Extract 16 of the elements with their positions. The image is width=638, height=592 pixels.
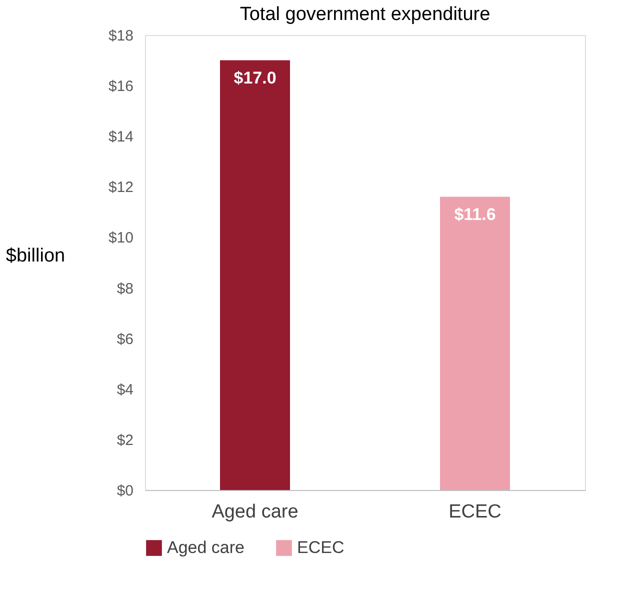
y-tick-label: $6	[116, 330, 134, 348]
y-tick-label: $12	[108, 179, 134, 196]
legend-label: ECEC	[297, 538, 344, 557]
legend-label: Aged care	[167, 538, 244, 557]
y-tick-label: $10	[108, 230, 134, 247]
chart-title: Total government expenditure	[240, 4, 490, 25]
y-tick-label: $14	[108, 128, 134, 146]
y-tick-label: $18	[108, 28, 134, 44]
y-tick-label: $16	[108, 78, 134, 96]
text: $17.0	[234, 68, 276, 88]
y-tick-label: $4	[116, 381, 134, 398]
y-tick-label: $2	[116, 432, 134, 449]
y-tick-label: $8	[116, 280, 134, 298]
y-axis-title: $billion	[6, 246, 66, 266]
text: $11.6	[454, 204, 496, 224]
y-tick-label: $0	[116, 482, 134, 500]
